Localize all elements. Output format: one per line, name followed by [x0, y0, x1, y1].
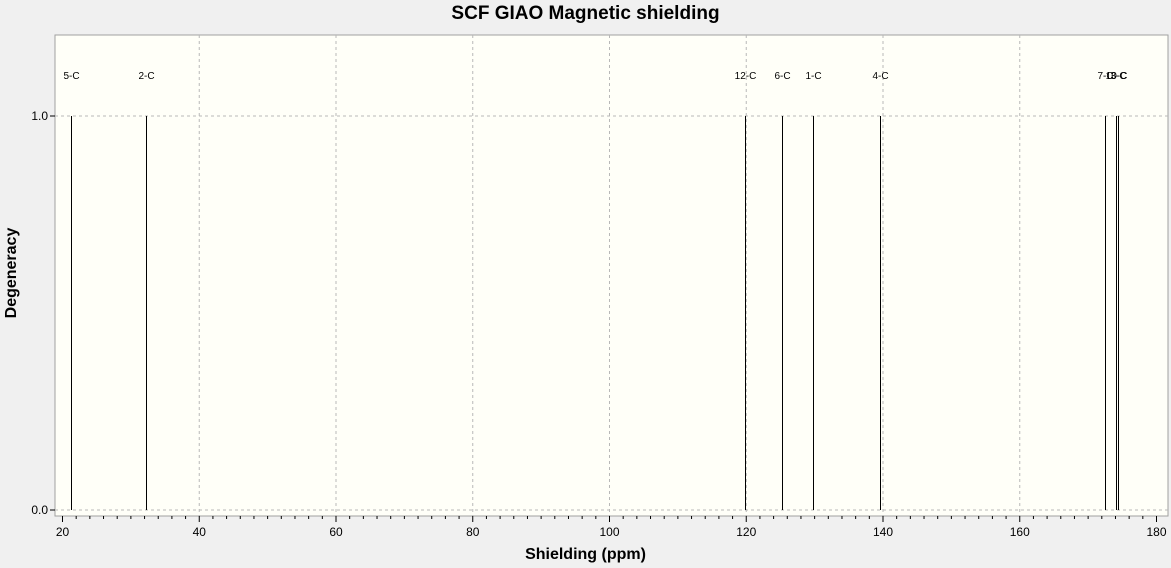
peak-label: 10-C [1106, 71, 1128, 82]
x-tick-label: 40 [193, 525, 207, 539]
peak-label: 5-C [63, 71, 79, 82]
y-tick-label: 0.0 [31, 503, 48, 517]
x-tick-label: 20 [56, 525, 70, 539]
plot-area [54, 34, 1169, 517]
peaks: 5-C 2-C 12-C 6-C 1-C 4-C 7-C10-C3-C [63, 71, 1127, 510]
x-tick-label: 100 [599, 525, 619, 539]
peak-label: 6-C [774, 71, 790, 82]
peak-label: 4-C [872, 71, 888, 82]
grid [55, 35, 1168, 516]
x-tick-label: 80 [466, 525, 480, 539]
peak-label: 2-C [138, 71, 154, 82]
peak-label: 12-C [735, 71, 757, 82]
x-tick-label: 120 [736, 525, 756, 539]
peak-label: 3-C [1110, 71, 1126, 82]
peak-label: 1-C [805, 71, 821, 82]
peak-label: 7-C [1097, 71, 1113, 82]
x-tick-label: 180 [1146, 525, 1166, 539]
x-tick-label: 60 [329, 525, 343, 539]
axes: 20 40 60 80 100 120 140 160 180 0.0 1.0 [31, 109, 1167, 539]
chart-title: SCF GIAO Magnetic shielding [451, 3, 720, 24]
x-tick-label: 160 [1010, 525, 1030, 539]
x-tick-label: 140 [873, 525, 893, 539]
x-axis-label: Shielding (ppm) [525, 546, 646, 563]
y-tick-label: 1.0 [31, 109, 48, 123]
